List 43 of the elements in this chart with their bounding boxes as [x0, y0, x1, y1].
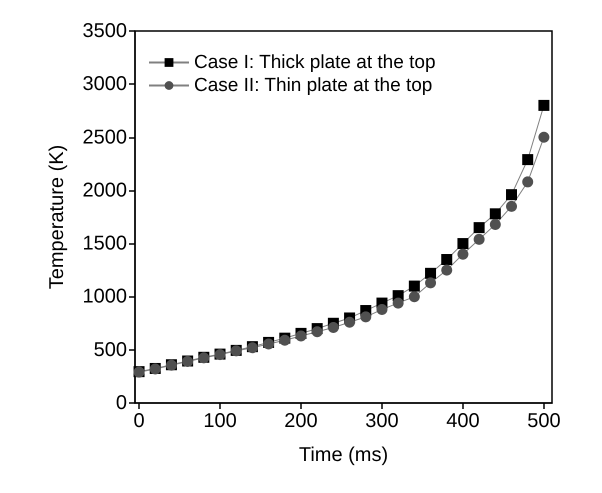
- legend-label: Case I: Thick plate at the top: [194, 52, 436, 73]
- point: [360, 311, 372, 322]
- y-tick-label: 2500: [82, 126, 127, 148]
- point: [376, 304, 388, 315]
- point: [408, 280, 420, 292]
- point: [392, 298, 404, 309]
- point: [490, 218, 501, 230]
- point: [474, 234, 485, 245]
- x-tick-label: 200: [284, 410, 318, 432]
- x-tick-label: 300: [365, 410, 399, 432]
- point: [457, 248, 468, 260]
- point: [425, 268, 436, 279]
- point: [441, 254, 452, 266]
- y-tick-label: 1000: [82, 286, 127, 308]
- point: [490, 208, 501, 220]
- point: [296, 330, 306, 342]
- point: [522, 176, 534, 188]
- y-tick-label: 2000: [82, 179, 127, 202]
- point: [538, 132, 550, 143]
- point: [474, 222, 485, 234]
- y-tick-label: 0: [116, 392, 127, 414]
- point: [328, 322, 339, 334]
- point: [522, 154, 534, 166]
- point: [506, 189, 518, 200]
- y-tick-label: 3500: [82, 20, 127, 42]
- x-tick-label: 500: [527, 410, 561, 432]
- y-tick-label: 3000: [82, 73, 127, 96]
- x-axis-title: Time (ms): [298, 444, 388, 466]
- point: [408, 291, 420, 302]
- point: [425, 277, 436, 288]
- x-tick-label: 100: [203, 410, 237, 432]
- point: [538, 100, 550, 111]
- x-tick-label: 400: [446, 410, 480, 432]
- point: [312, 326, 323, 338]
- legend-label: Case II: Thin plate at the top: [194, 75, 432, 96]
- point: [344, 316, 356, 328]
- point: [457, 238, 468, 250]
- y-tick-label: 500: [94, 338, 127, 361]
- y-axis-title: Temperature (K): [46, 144, 68, 290]
- x-tick-label: 0: [133, 410, 145, 432]
- y-tick-label: 1500: [82, 232, 127, 255]
- point: [441, 264, 452, 276]
- point: [506, 200, 518, 212]
